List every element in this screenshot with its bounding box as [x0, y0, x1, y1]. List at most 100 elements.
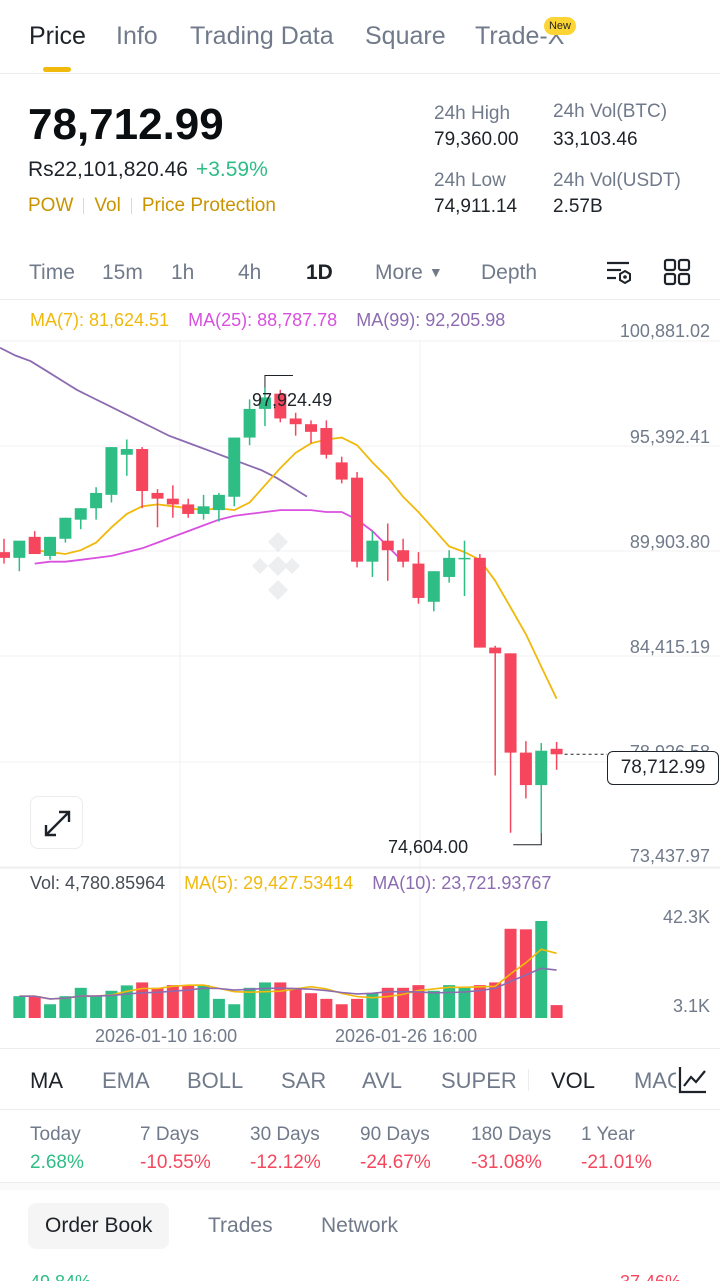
indicator-vol[interactable]: VOL [551, 1068, 596, 1093]
volume-bar [535, 920, 548, 1018]
candle-body [473, 557, 486, 648]
tab-square[interactable]: Square [365, 22, 446, 50]
candlestick-chart[interactable] [0, 300, 720, 1050]
volume-bar [166, 985, 179, 1018]
ma99-value: MA(99): 92,205.98 [356, 310, 506, 330]
low-price-marker: 74,604.00 [388, 837, 469, 857]
layout-grid-icon[interactable] [662, 257, 692, 287]
volume-bar [105, 990, 118, 1018]
candle-body [136, 449, 149, 492]
current-price-tag: 78,712.99 [607, 751, 719, 785]
volume-value: Vol: 4,780.85964 [30, 873, 166, 893]
price-axis-label: 100,881.02 [619, 321, 710, 341]
volume-bar [443, 985, 456, 1018]
tab-network[interactable]: Network [321, 1214, 399, 1237]
performance-label: 30 Days [250, 1124, 320, 1145]
volume-bar [320, 998, 333, 1018]
fiat-price: Rs22,101,820.46 [28, 158, 188, 181]
tab-trades[interactable]: Trades [208, 1214, 273, 1237]
candle-body [458, 557, 471, 560]
volume-bar [182, 985, 195, 1018]
active-tab-indicator [43, 67, 71, 72]
performance-value: -24.67% [360, 1152, 431, 1173]
indicator-ema[interactable]: EMA [102, 1068, 150, 1093]
volume-bar [335, 1004, 348, 1018]
tab-trading-data[interactable]: Trading Data [190, 22, 334, 50]
stat-24h-vol-btc-label: 24h Vol(BTC) [553, 101, 668, 122]
price-axis-label: 84,415.19 [629, 637, 710, 657]
volume-axis-bottom: 3.1K [672, 996, 710, 1016]
high-marker-leader [264, 374, 293, 388]
volume-bar [351, 998, 364, 1018]
stat-24h-low-label: 24h Low [434, 170, 506, 191]
candle-body [151, 492, 164, 499]
stat-24h-high-label: 24h High [434, 103, 511, 124]
volume-bar [44, 1004, 57, 1018]
tag-pow[interactable]: POW [28, 195, 74, 216]
fullscreen-button[interactable] [30, 796, 83, 849]
performance-label: 90 Days [360, 1124, 430, 1145]
performance-label: 180 Days [471, 1124, 552, 1145]
volume-bar [366, 993, 379, 1018]
ma7-value: MA(7): 81,624.51 [30, 310, 170, 330]
indicator-divider [528, 1069, 529, 1091]
stat-24h-low-value: 74,911.14 [434, 196, 518, 217]
volume-bar [197, 985, 210, 1018]
tab-order-book[interactable]: Order Book [28, 1203, 170, 1249]
performance-value: -10.55% [140, 1152, 211, 1173]
ma7-line [34, 436, 558, 700]
interval-bar: Time 15m 1h 4h 1D More ▼ Depth [0, 244, 720, 300]
indicator-super[interactable]: SUPER [441, 1068, 517, 1093]
high-price-marker: 97,924.49 [252, 390, 333, 410]
ma25-value: MA(25): 88,787.78 [188, 310, 338, 330]
buy-ratio: 49.84% [30, 1272, 91, 1281]
performance-label: 7 Days [140, 1124, 200, 1145]
interval-4h[interactable]: 4h [238, 261, 262, 284]
volume-ma10: MA(10): 23,721.93767 [372, 873, 552, 893]
date-axis-label: 2026-01-10 16:00 [95, 1026, 238, 1046]
interval-time[interactable]: Time [29, 261, 75, 284]
interval-1h[interactable]: 1h [171, 261, 195, 284]
chart-overlay [264, 374, 607, 846]
section-separator [0, 1182, 720, 1190]
tag-vol[interactable]: Vol [94, 195, 121, 216]
indicator-ma[interactable]: MA [30, 1068, 63, 1093]
candle-body [320, 428, 333, 455]
caret-down-icon: ▼ [428, 264, 443, 280]
candle-body [59, 517, 72, 539]
interval-more[interactable]: More ▼ [375, 261, 443, 285]
volume-bar [381, 987, 394, 1018]
interval-15m[interactable]: 15m [102, 261, 143, 284]
candle-body [397, 550, 410, 562]
volume-ma5: MA(5): 29,427.53414 [184, 873, 354, 893]
candle-body [228, 437, 241, 497]
candle-body [443, 557, 456, 577]
sell-ratio: 37.46% [620, 1272, 681, 1281]
candle-body [243, 408, 256, 438]
indicator-settings-icon[interactable] [676, 1063, 710, 1097]
interval-depth[interactable]: Depth [481, 261, 538, 284]
volume-bar [243, 987, 256, 1018]
exchange-watermark [252, 532, 300, 600]
stat-24h-vol-usdt-value: 2.57B [553, 196, 603, 217]
candle-body [0, 552, 10, 558]
interval-1d[interactable]: 1D [306, 261, 333, 284]
candle-body [90, 492, 103, 509]
chart-settings-icon[interactable] [604, 257, 634, 287]
performance-item: Today 2.68% [30, 1124, 84, 1174]
volume-bar [427, 990, 440, 1018]
price-axis-label: 73,437.97 [629, 846, 710, 866]
indicator-sar[interactable]: SAR [281, 1068, 327, 1093]
indicator-boll[interactable]: BOLL [187, 1068, 244, 1093]
tag-price-protection[interactable]: Price Protection [141, 195, 276, 216]
performance-item: 180 Days -31.08% [471, 1124, 551, 1174]
performance-value: -21.01% [581, 1152, 652, 1173]
tab-info[interactable]: Info [116, 22, 158, 50]
volume-bars [13, 920, 563, 1018]
indicator-avl[interactable]: AVL [362, 1068, 402, 1093]
performance-item: 30 Days -12.12% [250, 1124, 321, 1174]
candle-body [74, 508, 87, 520]
volume-bar [519, 929, 532, 1018]
tab-price[interactable]: Price [29, 22, 86, 50]
candle-body [535, 750, 548, 786]
